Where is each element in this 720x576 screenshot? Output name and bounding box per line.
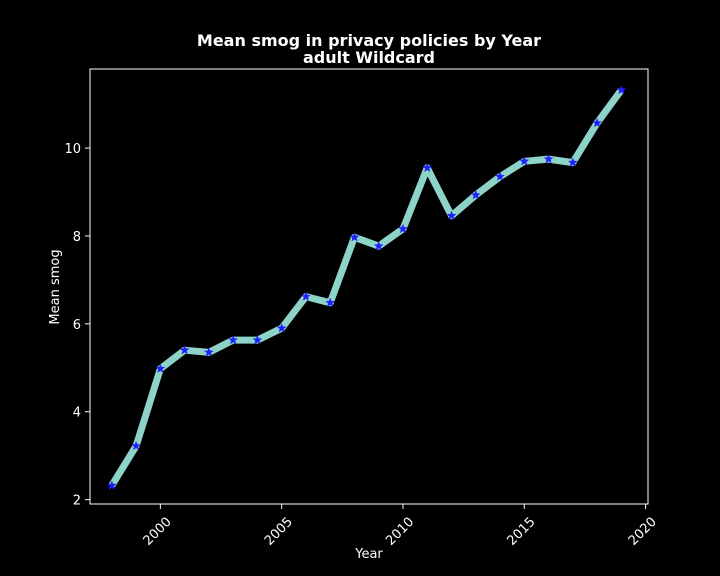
data-point-marker [470, 189, 481, 200]
data-point-marker [106, 480, 117, 490]
data-point-marker [398, 223, 408, 234]
data-point-marker [567, 157, 578, 167]
chart-subtitle: adult Wildcard [303, 48, 435, 67]
data-point-marker [543, 153, 554, 164]
y-tick-label: 6 [73, 318, 81, 333]
data-point-marker [446, 210, 457, 220]
data-point-marker [252, 334, 263, 345]
y-tick-label: 4 [73, 406, 81, 421]
y-tick-label: 2 [73, 494, 81, 509]
data-point-marker [300, 291, 311, 301]
data-point-marker [155, 363, 166, 373]
data-point-marker [228, 334, 239, 345]
data-point-marker [203, 347, 214, 357]
series-line [108, 88, 625, 488]
y-tick-label: 8 [73, 230, 81, 245]
y-tick-label: 10 [64, 142, 81, 157]
data-point-marker [495, 171, 505, 181]
data-point-marker [325, 297, 336, 307]
plot-area-frame [89, 68, 649, 505]
data-point-marker [373, 240, 384, 251]
data-point-marker [519, 156, 530, 166]
data-point-marker [276, 323, 287, 333]
y-axis: 2 4 6 8 10 [64, 142, 90, 509]
data-point-marker [179, 345, 190, 355]
data-point-marker [131, 440, 142, 451]
data-point-marker [616, 84, 627, 95]
chart-title: Mean smog in privacy policies by Year [197, 31, 541, 50]
data-point-marker [349, 232, 360, 242]
y-axis-label: Mean smog [48, 249, 63, 324]
series-markers [106, 84, 627, 490]
data-point-marker [592, 117, 603, 128]
data-point-marker [422, 162, 433, 173]
x-axis-label: Year [354, 547, 383, 562]
